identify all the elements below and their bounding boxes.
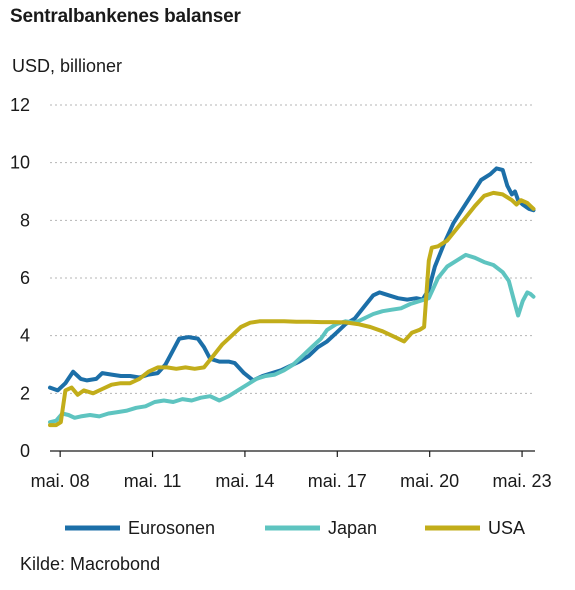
y-tick-label: 6: [20, 268, 30, 288]
series-line-usa: [48, 190, 536, 428]
source-note: Kilde: Macrobond: [20, 554, 161, 574]
y-tick-label: 2: [20, 383, 30, 403]
chart-title: Sentralbankenes balanser: [10, 6, 241, 27]
series-lines: [48, 166, 536, 428]
y-tick-label: 0: [20, 441, 30, 461]
x-axis-ticks: mai. 08 mai. 11 mai. 14 mai. 17 mai. 20 mai. …: [31, 451, 552, 491]
x-tick-label: mai. 23: [493, 471, 552, 491]
y-tick-label: 10: [10, 153, 30, 173]
y-tick-label: 8: [20, 210, 30, 230]
y-tick-label: 4: [20, 326, 30, 346]
legend-label-usa: USA: [488, 518, 525, 538]
y-axis-unit-label: USD, billioner: [12, 56, 123, 76]
x-tick-label: mai. 20: [400, 471, 459, 491]
y-axis-ticks: 0 2 4 6 8 10 12: [10, 95, 30, 461]
series-line-eurosonen: [48, 166, 536, 393]
series-line-japan: [48, 252, 536, 425]
y-tick-label: 12: [10, 95, 30, 115]
x-tick-label: mai. 17: [308, 471, 367, 491]
x-tick-label: mai. 08: [31, 471, 90, 491]
x-tick-label: mai. 14: [215, 471, 274, 491]
legend: Eurosonen Japan USA: [65, 518, 525, 538]
legend-label-japan: Japan: [328, 518, 377, 538]
x-tick-label: mai. 11: [124, 471, 182, 491]
grid-lines: [50, 104, 535, 452]
legend-label-eurosonen: Eurosonen: [128, 518, 215, 538]
